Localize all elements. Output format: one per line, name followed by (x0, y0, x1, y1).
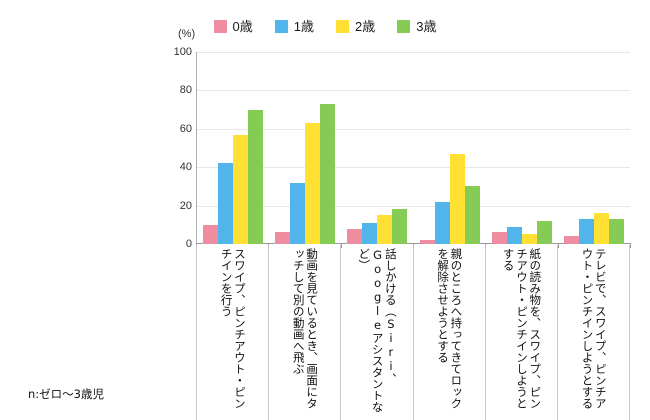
category-label-cell: 動画を見ているとき、画面にタッチして別の動画へ飛ぶ (269, 245, 342, 420)
bar-2歳 (521, 234, 537, 244)
legend-item-1: 1歳 (274, 19, 314, 34)
bar-group (341, 52, 413, 244)
bar-3歳 (464, 186, 480, 244)
category-label-text: 紙の読み物を、スワイプ、ピンチアウト・ピンチインしようとする (501, 248, 543, 409)
bar-1歳 (434, 201, 450, 244)
bar-group (558, 52, 630, 244)
bar-3歳 (392, 209, 408, 244)
chart-plot-area (196, 52, 630, 244)
category-label-cell: 親のところへ持ってきてロックを解除させようとする (414, 245, 486, 420)
category-label-text: 話しかける（Siri、Googleアシスタントなど） (357, 248, 398, 413)
y-axis-tick-label: 100 (173, 46, 192, 58)
bar-group (197, 52, 269, 244)
gridline (196, 129, 630, 130)
gridline (196, 167, 630, 168)
bar-1歳 (218, 163, 234, 244)
y-axis-unit-label: (%) (178, 28, 196, 40)
bar-2歳 (305, 123, 321, 244)
legend-label-3-years: 3歳 (416, 19, 437, 34)
legend-item-3: 3歳 (397, 20, 436, 33)
x-axis-tick (558, 243, 559, 248)
legend-swatch-0-years (213, 20, 227, 33)
x-axis-tick (630, 243, 631, 248)
bar-group (269, 52, 341, 244)
category-label-cell: 紙の読み物を、スワイプ、ピンチアウト・ピンチインしようとする (486, 245, 558, 420)
y-axis-tick-label: 0 (185, 238, 192, 250)
legend-label-0-years: 0歳 (232, 19, 253, 34)
bar-3歳 (248, 109, 264, 244)
bar-0歳 (491, 232, 507, 244)
bar-0歳 (275, 232, 291, 244)
bar-0歳 (203, 224, 219, 244)
y-axis-tick-labels: 0 20 40 60 80 100 (170, 46, 192, 250)
category-label-text: スワイプ、ピンチアウト・ピンチインを行う (219, 248, 247, 409)
legend-item-2: 2歳 (336, 20, 375, 33)
bar-2歳 (449, 153, 465, 244)
category-label-text: 動画を見ているとき、画面にタッチして別の動画へ飛ぶ (291, 248, 320, 409)
bar-group (486, 52, 558, 244)
category-label-cell: 話しかける（Siri、Googleアシスタントなど） (341, 245, 414, 420)
gridline (196, 52, 630, 53)
bar-groups-container (197, 52, 630, 244)
legend-label-1-year: 1歳 (293, 19, 314, 34)
y-axis-tick-label: 80 (179, 84, 192, 97)
category-label-text: テレビで、スワイプ、ピンチアウト・ピンチインしようとする (580, 248, 608, 409)
gridline (196, 206, 630, 207)
x-axis-category-labels: スワイプ、ピンチアウト・ピンチインを行う 動画を見ているとき、画面にタッチして別の… (196, 245, 631, 420)
bar-1歳 (290, 182, 306, 244)
y-axis-tick-label: 20 (179, 199, 192, 212)
legend-swatch-3-years (397, 20, 411, 33)
category-label-cell: スワイプ、ピンチアウト・ピンチインを行う (196, 245, 270, 420)
legend-swatch-2-years (336, 20, 349, 33)
chart-gridlines (196, 52, 630, 244)
x-axis-tick (341, 243, 342, 248)
chart-footnote: n:ゼロ〜3歳児 (28, 387, 104, 401)
bar-2歳 (377, 215, 393, 244)
bar-2歳 (593, 213, 609, 244)
bar-0歳 (347, 228, 363, 244)
bar-1歳 (506, 226, 522, 244)
legend-label-2-years: 2歳 (355, 19, 376, 34)
gridline (196, 90, 630, 91)
bar-0歳 (419, 240, 435, 244)
category-label-cell: テレビで、スワイプ、ピンチアウト・ピンチインしようとする (558, 245, 631, 420)
bar-1歳 (578, 219, 594, 244)
bar-3歳 (536, 220, 552, 244)
category-label-text: 親のところへ持ってきてロックを解除させようとする (436, 248, 464, 409)
y-axis-tick-label: 60 (179, 122, 192, 135)
legend-swatch-1-year (274, 20, 288, 33)
bar-1歳 (362, 222, 378, 244)
bar-3歳 (608, 219, 624, 244)
legend-item-0: 0歳 (213, 19, 253, 34)
y-axis-tick-label: 40 (179, 161, 192, 174)
bar-0歳 (563, 236, 579, 244)
bar-3歳 (320, 103, 336, 244)
bar-group (414, 52, 486, 244)
bar-2歳 (233, 134, 249, 244)
chart-legend: 0歳 1歳 2歳 3歳 (0, 20, 650, 33)
